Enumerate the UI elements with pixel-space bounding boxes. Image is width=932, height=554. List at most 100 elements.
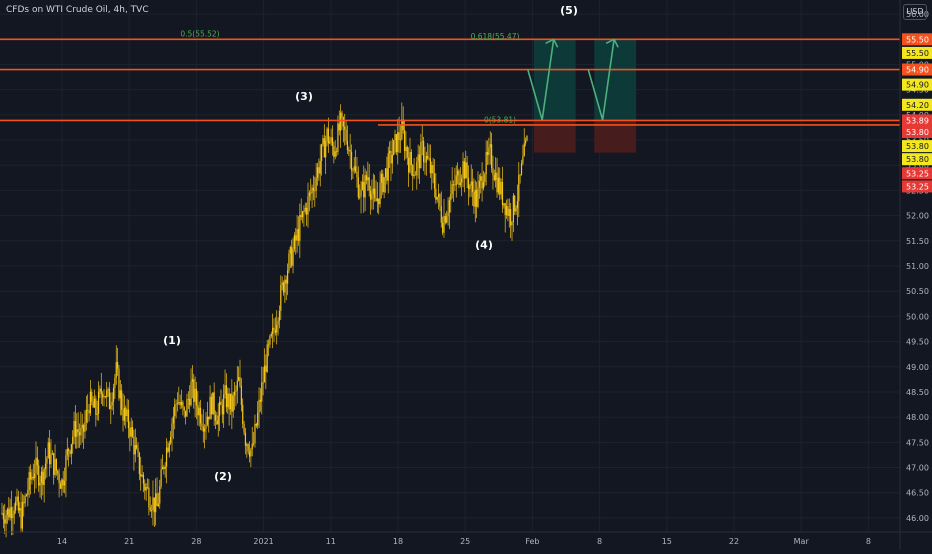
candle-body: [35, 457, 37, 474]
candle-body: [142, 474, 145, 484]
candle-body: [108, 388, 111, 409]
candle-body: [356, 171, 358, 178]
candle-body: [285, 279, 287, 284]
candle-body: [231, 393, 233, 412]
arrow-head: [545, 38, 559, 48]
candle-body: [500, 181, 502, 195]
candle-body: [127, 409, 130, 429]
x-tick-label: 22: [729, 537, 739, 546]
candle-body: [190, 381, 192, 406]
candle-body: [236, 380, 238, 391]
candle-body: [185, 410, 187, 417]
candle-body: [429, 158, 431, 174]
candle-body: [314, 190, 316, 192]
candle-body: [296, 229, 298, 241]
candle-body: [280, 285, 282, 311]
candle-body: [523, 143, 525, 157]
candle-body: [389, 150, 391, 154]
candle-body: [129, 428, 131, 437]
candle-body: [461, 178, 463, 183]
candle-body: [206, 416, 208, 425]
fib-label: 0.618(55.47): [471, 32, 520, 41]
candle-body: [395, 134, 397, 153]
candle-body: [253, 443, 255, 445]
candle-body: [310, 192, 312, 194]
candle-body: [137, 448, 139, 453]
candle-body: [333, 146, 335, 157]
wave-label: (4): [475, 238, 493, 251]
candle-body: [403, 129, 406, 151]
candle-body: [8, 508, 10, 518]
price-label-badge: [902, 63, 932, 76]
candle-body: [77, 429, 79, 433]
candle-body: [72, 436, 74, 445]
candle-body: [16, 496, 18, 502]
wave-label: (1): [163, 334, 181, 347]
y-tick-label: 50.50: [906, 287, 929, 296]
candle-body: [115, 362, 117, 379]
candle-body: [83, 424, 85, 432]
time-axis[interactable]: 14 21 28 2021 11 18 25 Feb 8 15 22 Mar 8: [0, 531, 932, 546]
x-tick-label: 25: [460, 537, 470, 546]
candle-body: [210, 396, 213, 415]
candle-body: [511, 222, 513, 226]
candle-body: [117, 362, 119, 369]
candle-body: [398, 132, 400, 140]
candle-body: [412, 165, 414, 177]
candle-body: [416, 161, 418, 176]
candle-body: [209, 396, 211, 420]
candle-body: [364, 175, 366, 198]
candle-body: [383, 177, 385, 193]
candle-body: [427, 155, 429, 159]
candle-body: [518, 175, 520, 202]
price-axis[interactable]: 46.00 46.50 47.00 47.50 48.00 48.50 49.00 49.50…: [899, 0, 932, 550]
candle-body: [65, 455, 67, 481]
candle-body: [89, 391, 91, 414]
horizontal-levels[interactable]: [0, 38, 900, 126]
currency-button[interactable]: USD: [903, 4, 927, 20]
candle-body: [145, 486, 147, 491]
candle-body: [87, 409, 89, 411]
candle-body: [235, 390, 237, 392]
candle-body: [470, 181, 472, 186]
candle-body: [156, 493, 158, 507]
candle-body: [58, 473, 60, 484]
x-tick-label: Mar: [794, 537, 810, 546]
candle-body: [463, 161, 465, 179]
candle-body: [6, 508, 9, 516]
candle-body: [254, 423, 256, 444]
candle-body: [496, 172, 498, 193]
candle-body: [504, 203, 506, 216]
candle-body: [374, 188, 376, 198]
y-tick-label: 48.50: [906, 388, 929, 397]
candle-body: [255, 423, 257, 426]
profit-zone: [533, 39, 576, 121]
candle-body: [126, 409, 128, 416]
candle-body: [349, 149, 351, 152]
arrow-head: [605, 38, 619, 48]
price-label-text: 53.80: [906, 128, 929, 137]
y-tick-label: 50.00: [906, 312, 929, 321]
candle-body: [197, 405, 199, 416]
candle-body: [471, 181, 474, 192]
candle-body: [355, 166, 357, 172]
candle-body: [114, 378, 116, 388]
candle-body: [40, 471, 43, 483]
candle-body: [23, 502, 25, 504]
candle-body: [413, 174, 415, 177]
candle-body: [319, 160, 321, 174]
candle-body: [164, 466, 166, 469]
candle-body: [378, 198, 380, 205]
y-tick-label: 49.50: [906, 338, 929, 347]
candle-body: [495, 172, 497, 181]
candle-body: [138, 452, 140, 474]
candle-body: [338, 123, 340, 131]
candle-body: [311, 187, 313, 194]
x-tick-label: 18: [393, 537, 403, 546]
candle-body: [107, 388, 109, 390]
candle-body: [397, 132, 399, 153]
candle-body: [501, 181, 504, 206]
candle-body: [325, 140, 327, 158]
